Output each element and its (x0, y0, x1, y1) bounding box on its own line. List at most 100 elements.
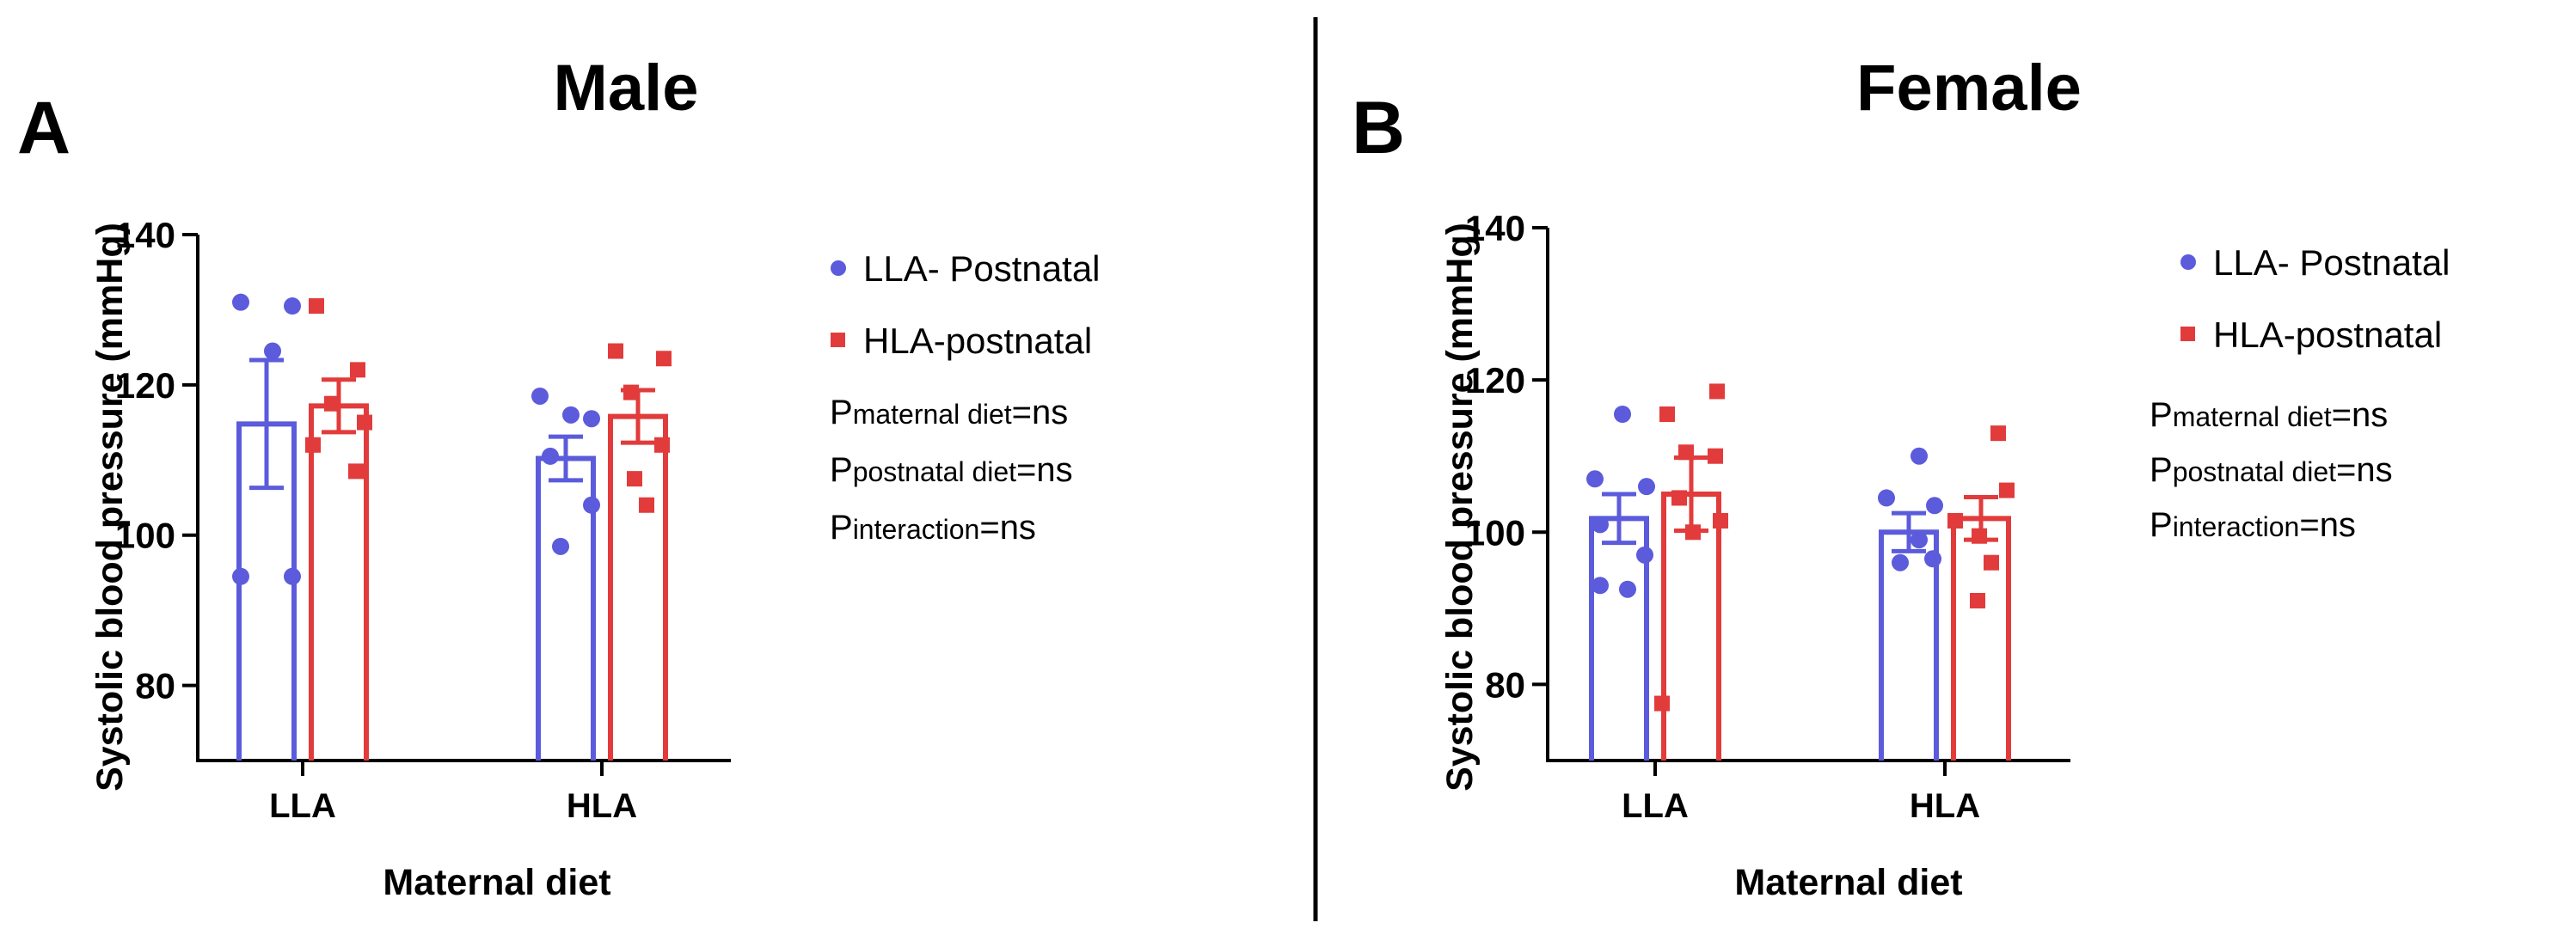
y-tick-label: 100 (115, 516, 175, 556)
panel-a-letter: A (17, 87, 71, 169)
data-point-lla-postnatal (542, 447, 559, 465)
panel-b-x-axis-label: Maternal diet (1734, 862, 1962, 903)
stat-postnatal-diet: Ppostnatal diet=ns (2150, 451, 2393, 489)
bar-hla-postnatal-hla (1951, 516, 2011, 761)
data-point-lla-postnatal (1592, 516, 1609, 534)
data-point-lla-postnatal (1592, 577, 1609, 595)
x-tick-label: HLA (567, 787, 637, 825)
x-tick-label: LLA (269, 787, 336, 825)
data-point-hla-postnatal (1708, 448, 1723, 464)
y-tick-label: 80 (1485, 664, 1525, 705)
data-point-lla-postnatal (284, 567, 301, 585)
data-point-lla-postnatal (1911, 531, 1928, 549)
data-point-hla-postnatal (623, 384, 639, 400)
data-point-lla-postnatal (1911, 447, 1928, 465)
data-point-hla-postnatal (350, 362, 365, 378)
legend-marker-circle (2180, 254, 2196, 270)
data-point-hla-postnatal (1999, 482, 2015, 498)
legend-marker-square (2180, 327, 2195, 341)
y-tick-label: 140 (1465, 208, 1525, 248)
data-point-lla-postnatal (1614, 406, 1631, 423)
data-point-lla-postnatal (284, 297, 301, 315)
data-point-lla-postnatal (531, 387, 549, 405)
data-point-lla-postnatal (1586, 470, 1604, 488)
data-point-hla-postnatal (627, 471, 642, 487)
bar-hla-postnatal-hla (608, 413, 668, 761)
stat-postnatal-diet: Ppostnatal diet=ns (830, 451, 1073, 489)
panel-a: A Male Systolic blood pressure (mmHg) Ma… (17, 52, 1101, 903)
data-point-lla-postnatal (1924, 550, 1941, 568)
data-point-hla-postnatal (1709, 383, 1725, 400)
panel-a-legend: LLA- Postnatal HLA-postnatal (831, 248, 1101, 361)
data-point-hla-postnatal (1678, 444, 1694, 461)
data-point-hla-postnatal (639, 497, 654, 513)
data-point-lla-postnatal (552, 537, 569, 555)
data-point-hla-postnatal (1984, 554, 1999, 571)
stat-interaction: Pinteraction=ns (2150, 506, 2356, 544)
y-tick-label: 120 (1465, 360, 1525, 400)
data-point-hla-postnatal (324, 395, 340, 412)
panel-b-y-axis-label: Systolic blood pressure (mmHg) (1439, 223, 1481, 791)
bar-lla-postnatal-hla (1879, 529, 1939, 761)
data-point-hla-postnatal (1970, 593, 1985, 608)
data-point-lla-postnatal (1636, 546, 1653, 564)
data-point-hla-postnatal (305, 437, 321, 453)
panel-a-x-axis-label: Maternal diet (383, 862, 610, 903)
data-point-lla-postnatal (1619, 580, 1636, 598)
y-tick-label: 80 (135, 666, 175, 706)
panel-b-plot: 80 100 120 140 LLA HLA (1465, 208, 2070, 825)
data-point-lla-postnatal (1878, 489, 1895, 507)
data-point-lla-postnatal (583, 496, 600, 514)
y-tick-label: 100 (1465, 512, 1525, 553)
data-point-lla-postnatal (562, 406, 580, 424)
data-point-hla-postnatal (656, 351, 672, 367)
data-point-hla-postnatal (348, 463, 364, 480)
data-point-hla-postnatal (1671, 490, 1687, 506)
y-tick-label: 120 (115, 365, 175, 406)
data-point-hla-postnatal (1713, 513, 1728, 529)
data-point-hla-postnatal (1972, 528, 1987, 544)
panel-a-stats: Pmaternal diet=ns Ppostnatal diet=ns Pin… (830, 394, 1073, 547)
legend-item-lla-postnatal: LLA- Postnatal (2180, 242, 2450, 283)
panel-a-title: Male (554, 52, 699, 125)
panel-b-stats: Pmaternal diet=ns Ppostnatal diet=ns Pin… (2150, 396, 2393, 544)
data-point-hla-postnatal (1685, 524, 1701, 541)
data-point-hla-postnatal (1990, 425, 2006, 442)
panel-b-title: Female (1856, 52, 2082, 125)
legend-label-hla-postnatal: HLA-postnatal (863, 321, 1092, 361)
legend-item-lla-postnatal: LLA- Postnatal (831, 248, 1101, 289)
data-point-lla-postnatal (1638, 478, 1655, 496)
legend-label-lla-postnatal: LLA- Postnatal (2213, 242, 2450, 283)
legend-item-hla-postnatal: HLA-postnatal (2180, 315, 2442, 355)
y-tick-label: 140 (115, 215, 175, 255)
panel-a-y-axis-label: Systolic blood pressure (mmHg) (89, 223, 131, 791)
data-point-hla-postnatal (654, 437, 670, 453)
data-point-hla-postnatal (1947, 513, 1963, 529)
legend-item-hla-postnatal: HLA-postnatal (831, 321, 1092, 361)
panel-a-plot: 80 100 120 140 LLA HLA (115, 215, 731, 825)
data-point-hla-postnatal (608, 343, 623, 359)
data-point-lla-postnatal (1926, 497, 1943, 515)
data-point-hla-postnatal (1654, 695, 1670, 712)
legend-marker-square (831, 333, 845, 347)
stat-maternal-diet: Pmaternal diet=ns (2150, 396, 2388, 434)
data-point-lla-postnatal (232, 567, 249, 585)
data-point-hla-postnatal (357, 414, 372, 431)
data-point-lla-postnatal (232, 293, 249, 311)
bar-hla-postnatal-lla (309, 403, 369, 761)
stat-maternal-diet: Pmaternal diet=ns (830, 394, 1068, 431)
x-tick-label: LLA (1622, 787, 1689, 825)
panel-b-legend: LLA- Postnatal HLA-postnatal (2180, 242, 2450, 355)
data-point-lla-postnatal (1892, 553, 1909, 571)
data-point-hla-postnatal (309, 298, 324, 315)
x-tick-label: HLA (1910, 787, 1980, 825)
data-point-lla-postnatal (583, 410, 600, 428)
legend-label-lla-postnatal: LLA- Postnatal (863, 248, 1101, 289)
data-point-lla-postnatal (264, 342, 281, 360)
panel-b-letter: B (1352, 87, 1405, 169)
legend-label-hla-postnatal: HLA-postnatal (2213, 315, 2442, 355)
panel-b: B Female Systolic blood pressure (mmHg) … (1352, 52, 2450, 903)
legend-marker-circle (831, 260, 846, 276)
stat-interaction: Pinteraction=ns (830, 509, 1036, 547)
